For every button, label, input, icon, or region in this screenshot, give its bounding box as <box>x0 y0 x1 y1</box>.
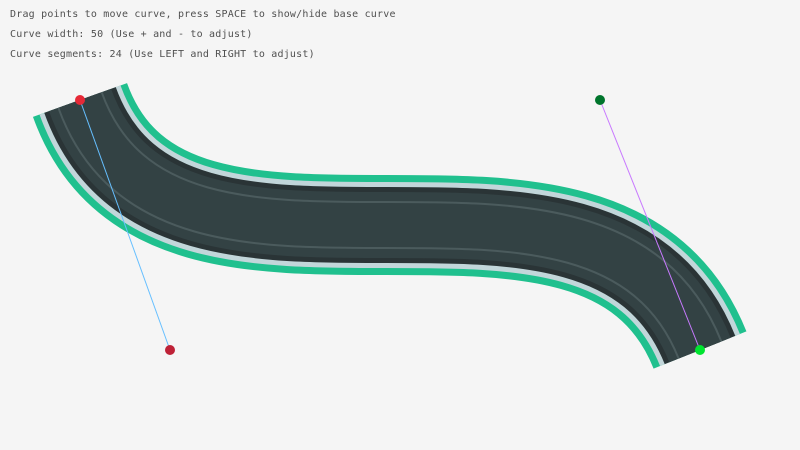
start-control-point-handle[interactable] <box>165 345 175 355</box>
road-asphalt-inner <box>59 92 721 359</box>
end-control-point-handle[interactable] <box>595 95 605 105</box>
start-handle-line <box>79 99 171 351</box>
road-curve <box>32 81 747 371</box>
end-handle-line <box>599 99 701 351</box>
end-point-handle[interactable] <box>695 345 705 355</box>
instruction-drag: Drag points to move curve, press SPACE t… <box>10 9 396 20</box>
instruction-segments: Curve segments: 24 (Use LEFT and RIGHT t… <box>10 49 315 60</box>
start-point-handle[interactable] <box>75 95 85 105</box>
instruction-width: Curve width: 50 (Use + and - to adjust) <box>10 29 253 40</box>
